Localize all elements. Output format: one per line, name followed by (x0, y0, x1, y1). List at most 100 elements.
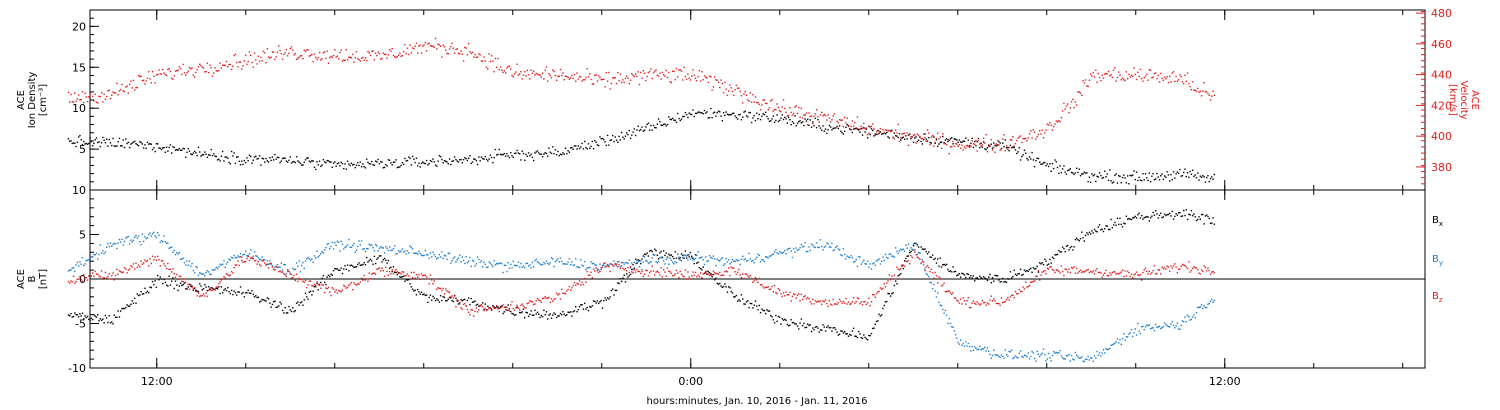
density-point (95, 137, 98, 139)
bz-point (874, 296, 876, 298)
bx-point (843, 331, 846, 333)
velocity-point (427, 43, 429, 45)
by-point (520, 262, 522, 265)
by-point (699, 257, 702, 259)
density-point (327, 160, 330, 162)
velocity-point (1176, 80, 1179, 82)
velocity-point (317, 57, 319, 59)
by-point (77, 265, 80, 267)
density-point (942, 135, 944, 138)
bx-point (473, 301, 475, 303)
bx-point (69, 314, 71, 317)
bx-point (76, 314, 79, 316)
by-point (1104, 352, 1106, 354)
velocity-point (1060, 117, 1063, 119)
by-point (200, 272, 202, 275)
bx-point (452, 300, 455, 303)
bz-point (943, 282, 945, 284)
density-point (423, 162, 425, 164)
bx-point (388, 267, 391, 269)
bz-point (753, 280, 755, 282)
velocity-point (906, 132, 908, 134)
by-point (312, 261, 314, 264)
bz-point (538, 299, 540, 301)
density-point (961, 141, 963, 143)
velocity-point (125, 86, 127, 88)
bz-point (954, 297, 957, 299)
bx-point (330, 273, 332, 276)
velocity-point (603, 78, 605, 81)
density-point (374, 160, 377, 162)
velocity-point (693, 74, 695, 76)
by-point (1008, 350, 1010, 353)
bz-point (935, 275, 938, 277)
density-point (673, 119, 675, 121)
velocity-point (530, 69, 532, 72)
bz-point (627, 266, 629, 269)
by-point (353, 242, 355, 245)
bz-point (619, 267, 622, 269)
velocity-point (210, 66, 212, 69)
bz-point (906, 261, 908, 263)
by-point (863, 259, 865, 261)
density-point (940, 141, 943, 143)
by-point (1050, 360, 1052, 362)
velocity-point (483, 56, 485, 58)
bx-point (996, 275, 999, 277)
velocity-point (177, 69, 179, 71)
bz-point (425, 276, 428, 278)
velocity-point (1163, 76, 1166, 79)
bx-point (527, 315, 530, 318)
bx-point (1118, 223, 1120, 226)
by-point (1171, 320, 1173, 323)
bz-point (334, 291, 336, 293)
bx-point (462, 299, 465, 301)
bx-point (1120, 223, 1122, 226)
bx-point (173, 287, 175, 290)
bx-point (470, 297, 472, 300)
density-point (220, 155, 223, 157)
by-point (660, 256, 662, 258)
by-point (942, 308, 944, 311)
bx-point (798, 328, 800, 330)
velocity-point (364, 57, 367, 59)
velocity-point (439, 45, 442, 48)
by-point (522, 265, 525, 267)
by-point (298, 260, 300, 262)
velocity-point (668, 71, 670, 74)
density-point (99, 145, 102, 148)
by-point (498, 262, 500, 264)
velocity-point (937, 132, 939, 135)
bx-point (174, 280, 177, 282)
density-point (376, 161, 378, 163)
bz-point (905, 260, 907, 262)
by-point (594, 263, 596, 266)
bz-point (818, 300, 820, 303)
density-point (526, 155, 529, 157)
density-point (548, 147, 550, 149)
density-point (557, 150, 559, 153)
bz-point (981, 299, 984, 302)
density-point (1209, 178, 1212, 180)
velocity-point (172, 78, 174, 80)
by-point (442, 257, 444, 260)
density-point (1061, 168, 1064, 170)
by-point (831, 242, 833, 245)
velocity-point (419, 44, 421, 46)
velocity-point (967, 145, 970, 148)
density-point (1208, 180, 1210, 183)
bx-point (817, 327, 819, 329)
by-point (1101, 352, 1103, 354)
x-axis-label: hours:minutes, Jan. 10, 2016 - Jan. 11, … (647, 396, 868, 407)
bx-point (545, 311, 548, 313)
by-point (269, 259, 271, 262)
velocity-point (766, 102, 768, 105)
bz-point (443, 293, 446, 295)
by-point (137, 235, 140, 237)
velocity-point (1039, 129, 1041, 132)
bz-point (322, 284, 325, 286)
bx-point (1105, 225, 1107, 227)
bz-point (773, 284, 776, 287)
velocity-point (256, 63, 258, 65)
bz-point (1172, 265, 1175, 267)
